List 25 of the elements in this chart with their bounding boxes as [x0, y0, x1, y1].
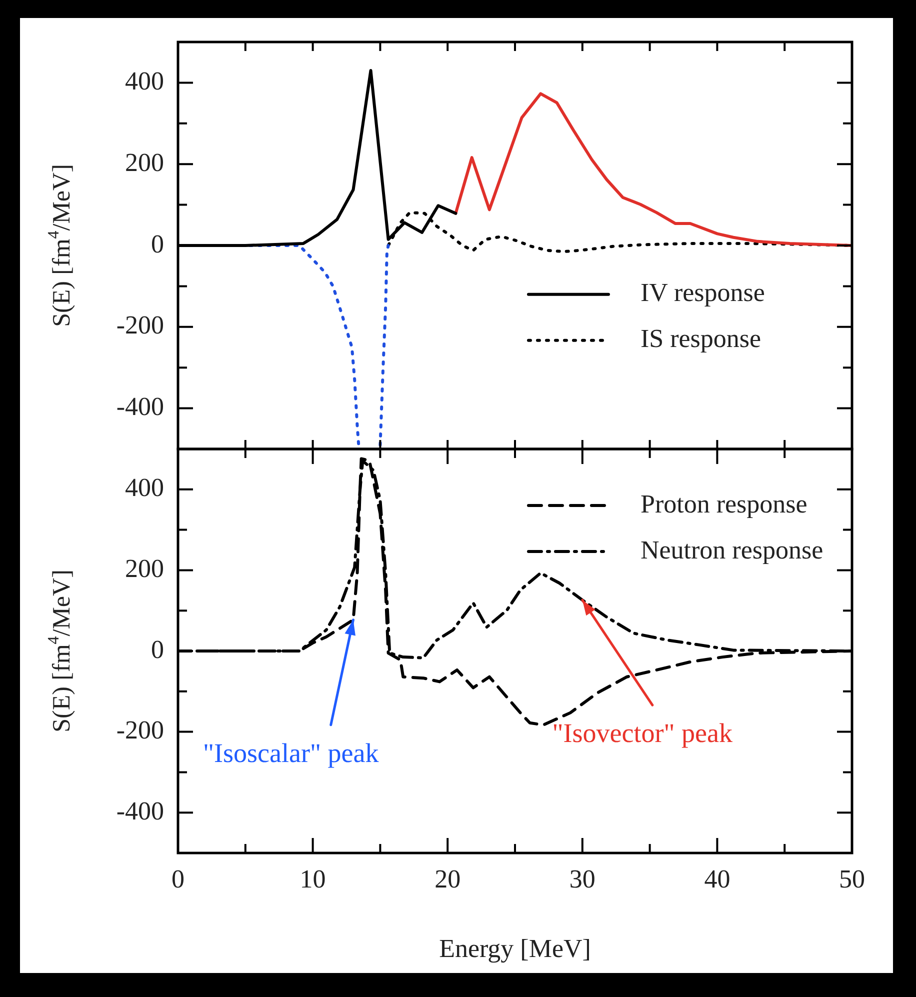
x-tick-label: 20 — [434, 864, 461, 894]
y-axis-title: S(E) [fm4/MeV] — [45, 570, 76, 732]
y-tick-label: -400 — [116, 392, 164, 422]
legend-label: IS response — [640, 324, 762, 354]
x-tick-label: 40 — [704, 864, 730, 894]
annotation: "Isoscalar" peak — [202, 738, 380, 768]
legend-label: IV response — [640, 278, 765, 308]
legend-label: Proton response — [640, 489, 808, 518]
x-tick-label: 10 — [300, 864, 326, 894]
y-tick-label: -200 — [116, 310, 164, 340]
y-tick-label: 0 — [151, 634, 164, 664]
legend-label: Neutron response — [640, 535, 824, 564]
y-tick-label: -400 — [116, 796, 164, 826]
x-tick-label: 0 — [172, 864, 184, 894]
y-tick-label: -200 — [116, 716, 164, 745]
y-tick-label: 200 — [125, 148, 164, 177]
y-axis-title: S(E) [fm4/MeV] — [45, 164, 76, 327]
x-tick-label: 50 — [839, 864, 865, 894]
y-tick-label: 400 — [125, 66, 164, 96]
y-tick-label: 400 — [125, 473, 164, 502]
y-tick-label: 0 — [151, 229, 164, 258]
annotation: "Isovector" peak — [552, 718, 734, 748]
x-axis-title: Energy [MeV] — [439, 934, 591, 964]
y-tick-label: 200 — [125, 554, 164, 584]
x-tick-label: 30 — [569, 864, 596, 894]
